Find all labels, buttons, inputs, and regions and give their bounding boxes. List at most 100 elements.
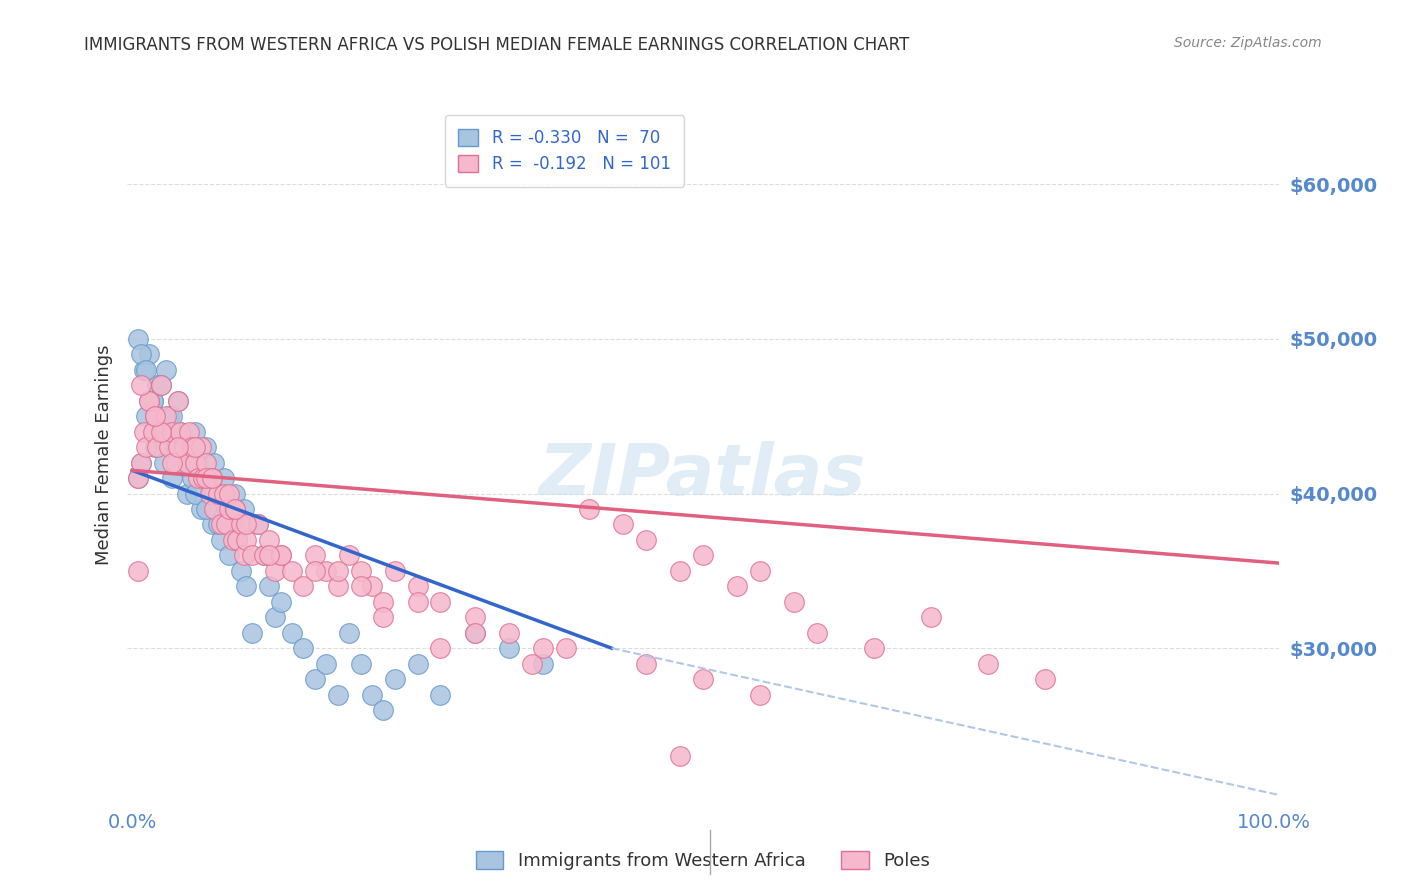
Text: IMMIGRANTS FROM WESTERN AFRICA VS POLISH MEDIAN FEMALE EARNINGS CORRELATION CHAR: IMMIGRANTS FROM WESTERN AFRICA VS POLISH… <box>84 36 910 54</box>
Point <box>349 579 371 593</box>
Point <box>135 363 157 377</box>
Point <box>252 549 274 563</box>
Point <box>142 393 165 408</box>
Point <box>246 517 269 532</box>
Point <box>218 502 240 516</box>
Point <box>153 425 176 439</box>
Point <box>179 440 201 454</box>
Point <box>977 657 1000 671</box>
Point <box>179 425 201 439</box>
Point <box>240 625 263 640</box>
Point <box>173 456 195 470</box>
Point <box>138 393 160 408</box>
Point <box>218 549 240 563</box>
Point <box>160 471 183 485</box>
Point <box>749 564 772 578</box>
Point <box>863 641 886 656</box>
Point <box>165 456 187 470</box>
Point <box>235 517 257 532</box>
Point <box>184 486 207 500</box>
Point <box>209 517 232 532</box>
Point <box>384 564 406 578</box>
Point <box>292 641 315 656</box>
Point <box>337 549 360 563</box>
Point <box>326 564 349 578</box>
Point <box>520 657 543 671</box>
Point <box>138 393 160 408</box>
Point <box>201 471 224 485</box>
Point <box>146 378 169 392</box>
Point <box>204 502 226 516</box>
Point <box>180 440 202 454</box>
Point <box>257 579 280 593</box>
Point <box>167 440 190 454</box>
Point <box>173 440 195 454</box>
Point <box>131 456 153 470</box>
Point <box>207 486 229 500</box>
Point <box>233 549 256 563</box>
Point <box>373 703 395 717</box>
Point <box>198 486 221 500</box>
Point <box>235 579 257 593</box>
Point <box>127 471 149 485</box>
Point <box>349 564 371 578</box>
Point <box>135 409 157 424</box>
Point <box>749 688 772 702</box>
Point <box>226 533 249 547</box>
Point <box>204 456 226 470</box>
Point <box>464 625 486 640</box>
Point <box>240 549 263 563</box>
Point <box>127 471 149 485</box>
Point <box>169 425 191 439</box>
Point <box>138 347 160 361</box>
Point <box>132 425 155 439</box>
Point <box>207 517 229 532</box>
Point <box>257 549 280 563</box>
Point <box>270 549 292 563</box>
Point <box>498 625 520 640</box>
Point <box>187 471 209 485</box>
Point <box>612 517 634 532</box>
Point <box>315 657 337 671</box>
Point <box>169 425 191 439</box>
Point <box>578 502 600 516</box>
Point <box>149 425 172 439</box>
Point <box>184 425 207 439</box>
Point <box>224 502 246 516</box>
Point <box>176 456 198 470</box>
Point <box>143 409 166 424</box>
Point <box>212 486 235 500</box>
Point <box>153 456 176 470</box>
Point <box>252 549 274 563</box>
Point <box>555 641 578 656</box>
Point <box>135 440 157 454</box>
Text: ZIPatlas: ZIPatlas <box>540 442 866 510</box>
Point <box>212 471 235 485</box>
Point <box>669 749 692 764</box>
Point <box>149 378 172 392</box>
Point <box>184 440 207 454</box>
Point <box>160 456 183 470</box>
Point <box>498 641 520 656</box>
Y-axis label: Median Female Earnings: Median Female Earnings <box>94 344 112 566</box>
Point <box>201 471 224 485</box>
Point <box>191 471 214 485</box>
Point <box>184 456 207 470</box>
Point <box>191 471 214 485</box>
Point <box>669 564 692 578</box>
Point <box>257 533 280 547</box>
Point <box>233 502 256 516</box>
Point <box>215 502 238 516</box>
Point <box>195 471 218 485</box>
Point <box>349 657 371 671</box>
Point <box>222 533 245 547</box>
Point <box>142 425 165 439</box>
Point <box>281 625 304 640</box>
Point <box>127 332 149 346</box>
Point <box>920 610 942 624</box>
Point <box>229 517 252 532</box>
Point <box>783 595 806 609</box>
Point <box>131 378 153 392</box>
Point <box>531 641 554 656</box>
Point <box>464 625 486 640</box>
